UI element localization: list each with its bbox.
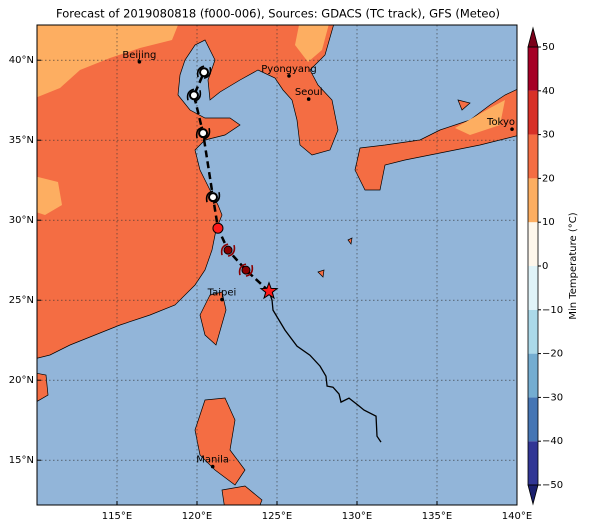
city-dot [287, 74, 291, 78]
colorbar-tick-label: 10 [542, 217, 555, 228]
visayas [221, 485, 263, 505]
colorbar-tick-label: 20 [542, 173, 555, 184]
colorbar-segment [528, 266, 538, 310]
city-label: Taipei [207, 288, 237, 299]
colorbar-tick-label: −10 [542, 305, 563, 316]
colorbar-segment [528, 353, 538, 398]
x-tick-label: 115°E [102, 511, 132, 522]
city-label: Tokyo [486, 117, 515, 128]
city-dot [220, 297, 224, 302]
y-tick-label: 35°N [9, 135, 34, 146]
japan [354, 89, 517, 191]
city-label: Pyongyang [261, 64, 316, 75]
y-tick-label: 30°N [9, 215, 34, 226]
colorbar-tick-label: 30 [542, 130, 555, 141]
colorbar-tick-label: −20 [542, 349, 563, 360]
light-patch [295, 25, 329, 62]
y-tick-label: 15°N [9, 455, 34, 466]
x-tick-label: 130°E [342, 511, 372, 522]
colorbar-segment [528, 90, 538, 135]
colorbar-over [527, 26, 539, 48]
light-patch [37, 176, 62, 215]
y-tick-label: 20°N [9, 375, 34, 386]
city-label: Beijing [122, 50, 156, 61]
chart-title: Forecast of 2019080818 (f000-006), Sourc… [56, 7, 500, 21]
colorbar-segment [528, 397, 538, 442]
light-patch [455, 100, 505, 135]
colorbar-tick-label: 0 [542, 261, 548, 272]
city-label: Manila [196, 455, 229, 466]
luzon [194, 397, 246, 486]
colorbar-segment [528, 441, 538, 485]
colorbar-tick-label: 40 [542, 86, 555, 97]
past-track [268, 291, 382, 443]
x-tick-label: 120°E [182, 511, 212, 522]
storm-swirl [195, 126, 211, 140]
forecast-position [241, 265, 251, 275]
mainland [37, 25, 339, 359]
y-tick-label: 40°N [9, 55, 34, 66]
forecast-position [208, 192, 218, 203]
land [37, 25, 517, 505]
x-tick-label: 135°E [422, 511, 452, 522]
colorbar-segment [528, 134, 538, 179]
colorbar-under [527, 484, 539, 506]
colorbar-tick-label: −30 [542, 392, 563, 403]
colorbar-segment [528, 47, 538, 91]
colorbar-tick-label: −40 [542, 436, 563, 447]
colorbar-tick-label: 50 [542, 42, 555, 53]
x-tick-label: 140°E [502, 511, 532, 522]
colorbar-segment [528, 178, 538, 223]
city-dot [210, 464, 215, 469]
forecast-position [223, 245, 233, 255]
forecast-position [198, 128, 209, 139]
light-patch [37, 25, 178, 98]
colorbar-label: Min Temperature (°C) [568, 212, 579, 319]
current-position [259, 281, 279, 300]
city-dot [137, 60, 142, 64]
y-tick-label: 25°N [9, 295, 34, 306]
storm-swirl [220, 243, 236, 257]
island [317, 99, 471, 278]
storm-swirl [196, 65, 212, 79]
forecast-position [188, 90, 199, 101]
colorbar-tick-label: −50 [542, 480, 563, 491]
storm-swirl [186, 88, 202, 103]
storm-swirl [205, 190, 221, 204]
colorbar-segment [528, 309, 538, 354]
city-label: Seoul [295, 87, 323, 98]
x-tick-label: 125°E [262, 511, 292, 522]
city-dot [306, 97, 311, 101]
colorbar-segment [528, 222, 538, 266]
taiwan [199, 291, 227, 346]
city-dot [510, 127, 514, 131]
storm-swirl [238, 263, 254, 277]
forecast-position [199, 67, 210, 78]
forecast-position [212, 222, 224, 234]
